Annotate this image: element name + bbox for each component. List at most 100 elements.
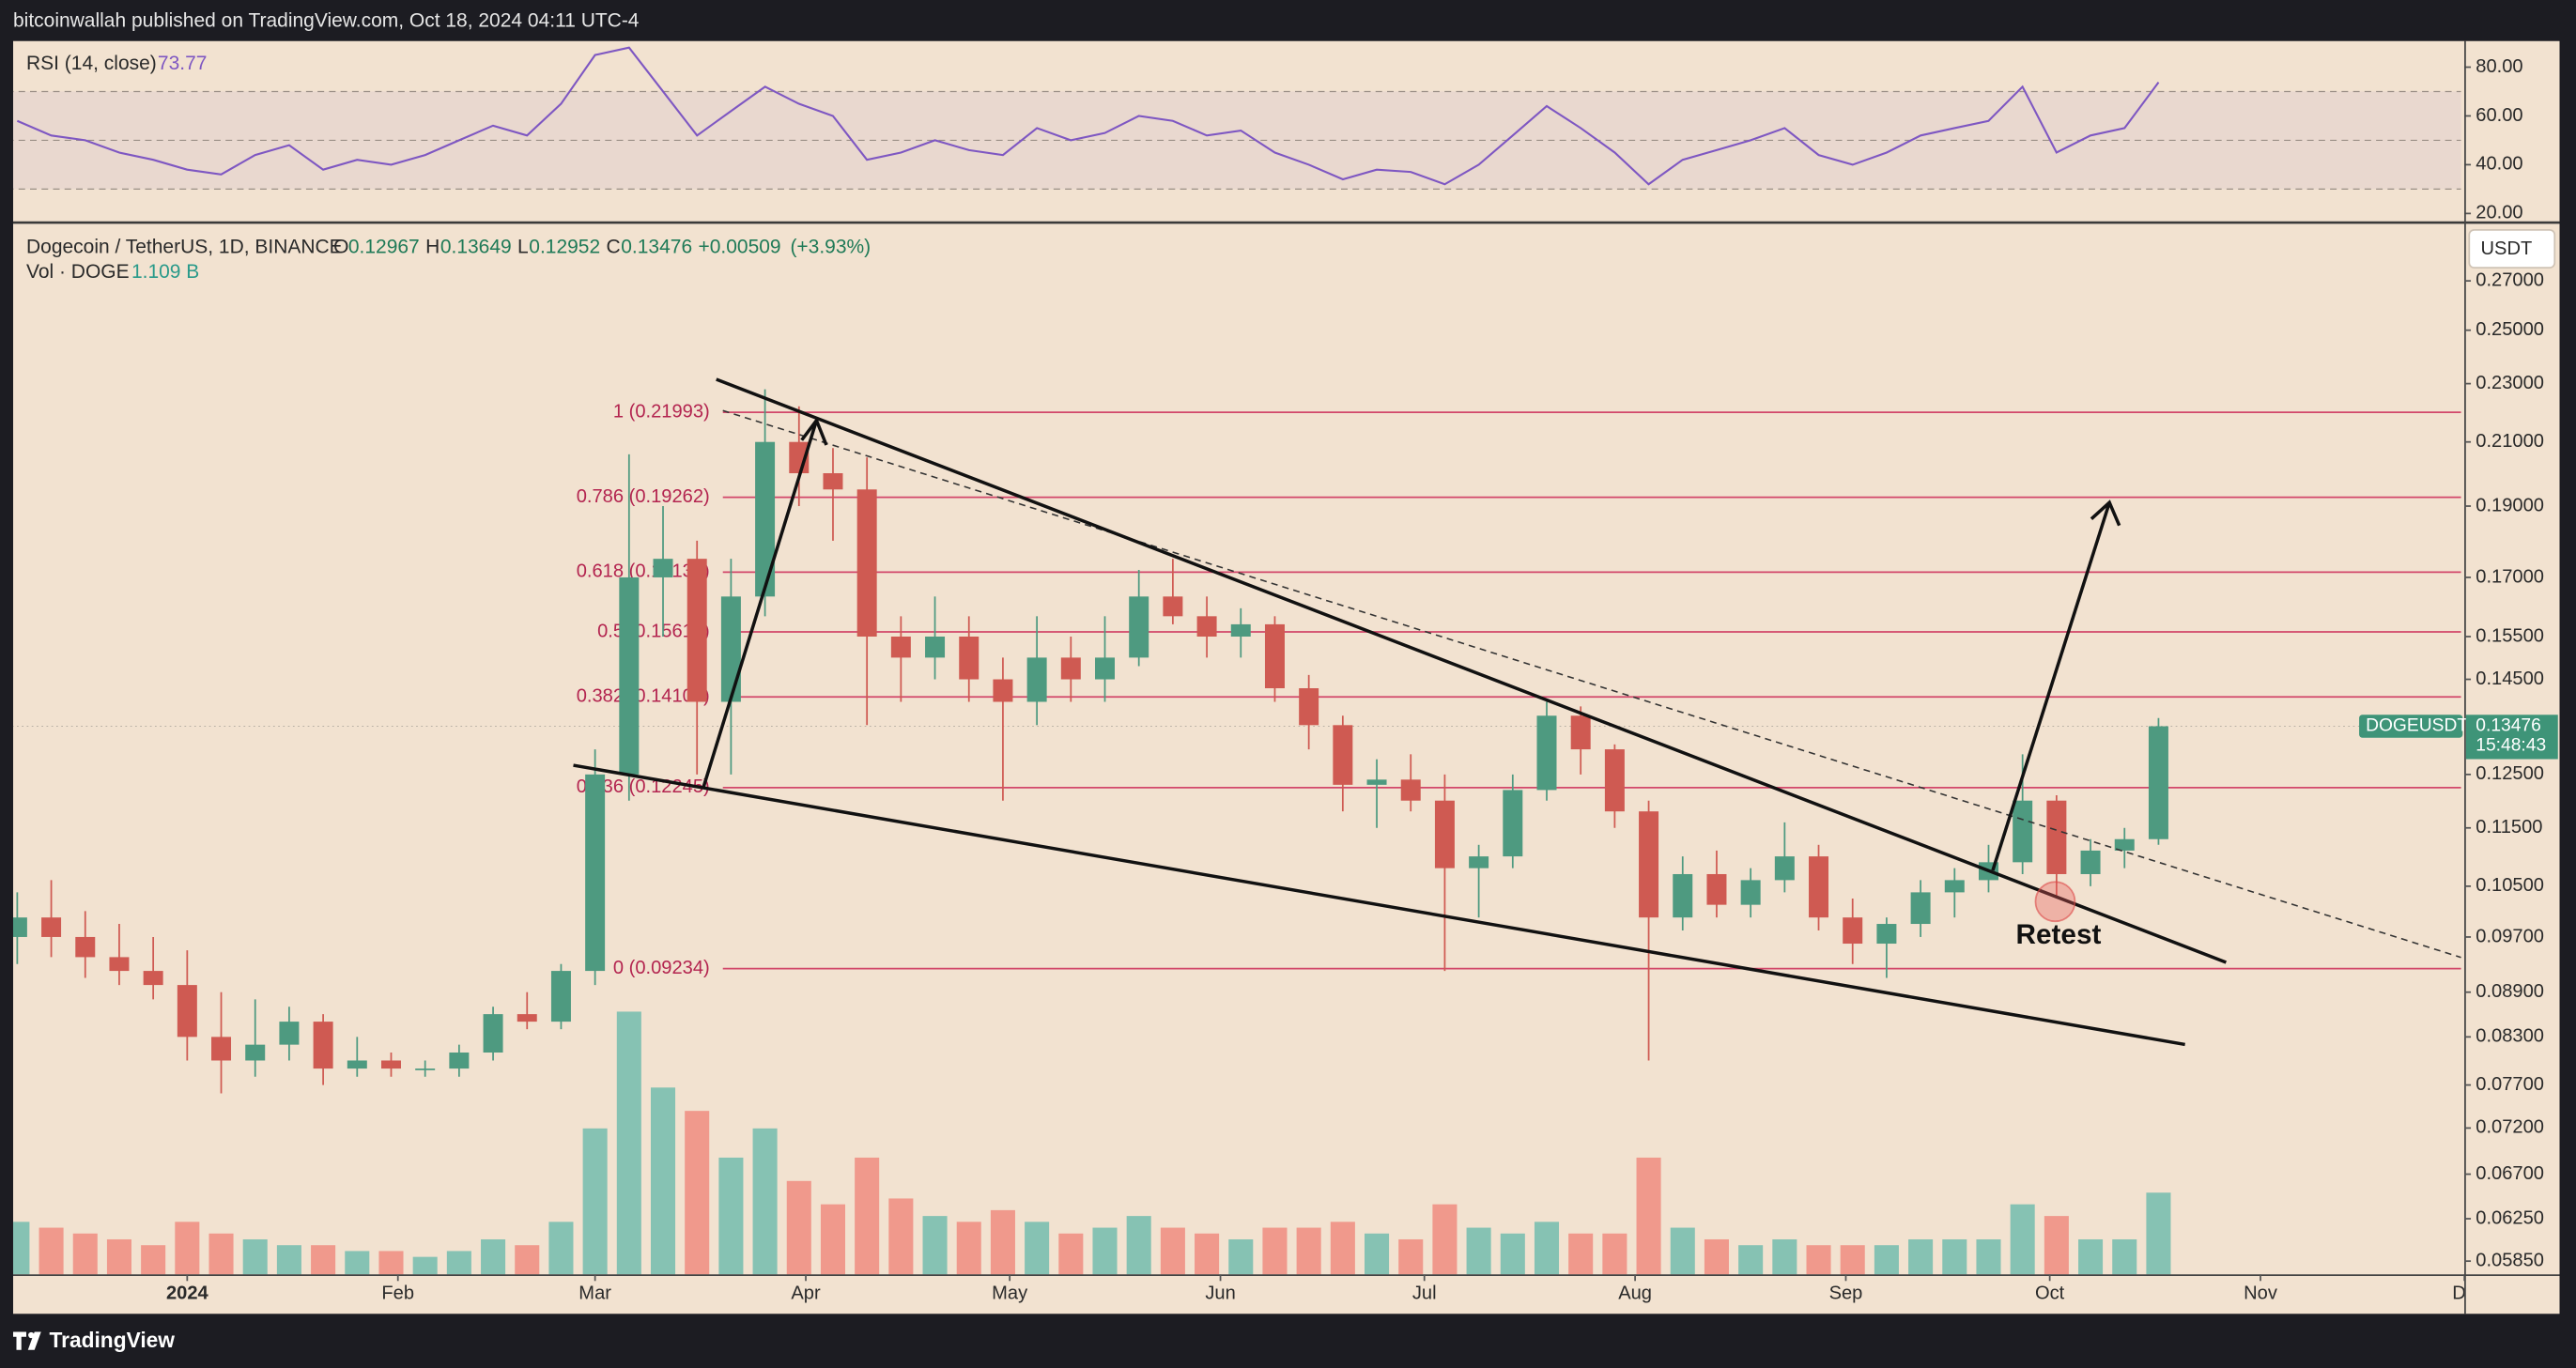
- candle-body: [1129, 596, 1149, 658]
- change-pct: (+3.93%): [790, 237, 871, 258]
- candle-body: [1333, 725, 1353, 785]
- x-tick-label: 2024: [166, 1283, 209, 1304]
- candle-body: [1944, 880, 1965, 893]
- arrow-head: [800, 417, 828, 446]
- volume-bar: [242, 1238, 268, 1275]
- candle-body: [1876, 924, 1897, 945]
- rsi-title: RSI (14, close): [26, 53, 157, 74]
- volume-bar: [208, 1233, 234, 1275]
- currency[interactable]: USDT: [2481, 238, 2533, 259]
- logo-part: [27, 1331, 41, 1350]
- candle-body: [143, 971, 163, 986]
- volume-bar: [1568, 1233, 1594, 1275]
- y-tick-label: 60.00: [2476, 105, 2522, 126]
- candle-body: [177, 985, 197, 1038]
- price-axis: 0.27000 0.25000 0.23000 0.21000 0.19000 0.170…: [2464, 269, 2544, 1270]
- volume-bar: [1534, 1222, 1560, 1275]
- volume-bar: [2112, 1238, 2137, 1275]
- candle-body: [415, 1068, 436, 1070]
- volume-bar: [1092, 1227, 1118, 1275]
- volume-bar: [2044, 1216, 2069, 1275]
- volume-bar: [345, 1251, 370, 1275]
- rsi-last: 73.77: [158, 53, 208, 74]
- x-tick-label: Jun: [1205, 1283, 1235, 1304]
- candle-body: [993, 679, 1013, 702]
- candle-body: [279, 1022, 300, 1045]
- volume-bar: [1365, 1233, 1390, 1275]
- volume-last: 1.109 B: [131, 261, 199, 283]
- y-tick-label: 0.27000: [2476, 269, 2544, 290]
- candle-body: [550, 971, 571, 1022]
- fib-label: 0.382 (0.14108): [577, 686, 710, 707]
- volume-bar: [548, 1222, 574, 1275]
- volume-bar: [446, 1251, 471, 1275]
- candle-body: [1910, 892, 1931, 925]
- candle-body: [2013, 800, 2033, 863]
- rsi-pane: [12, 46, 2461, 191]
- candle-body: [653, 559, 673, 577]
- volume-bar: [922, 1216, 948, 1275]
- y-tick-label: 0.17000: [2476, 566, 2544, 587]
- volume-bar: [582, 1128, 608, 1275]
- rsi-line: [16, 46, 2160, 186]
- candle-body: [2114, 838, 2135, 851]
- candle-body: [12, 917, 27, 937]
- candle-body: [1843, 917, 1863, 945]
- candle-body: [1163, 596, 1183, 617]
- legend-value: 0.13476: [621, 237, 692, 258]
- volume-bar: [1466, 1227, 1491, 1275]
- volume-bar: [2010, 1204, 2035, 1275]
- candle-body: [1639, 811, 1659, 918]
- candle-body: [313, 1022, 333, 1069]
- volume-bar: [752, 1128, 778, 1275]
- legend-key: H: [425, 237, 440, 258]
- candle-body: [1366, 779, 1387, 785]
- annotation: Retest: [2016, 919, 2102, 950]
- legend-key: O: [333, 237, 348, 258]
- volume-bar: [1262, 1227, 1288, 1275]
- rsi-axis: 80.00 60.00 40.00 20.00: [2464, 56, 2523, 223]
- volume-bar: [1126, 1216, 1151, 1275]
- volume-bar: [72, 1233, 98, 1275]
- legend-key: L: [517, 237, 529, 258]
- y-tick-label: 0.15500: [2476, 625, 2544, 646]
- volume-bar: [855, 1157, 880, 1275]
- x-tick-label: May: [992, 1283, 1028, 1304]
- logo-part: [16, 1331, 22, 1350]
- candle-body: [2080, 850, 2101, 874]
- volume-bar: [1025, 1222, 1050, 1275]
- x-tick-label: Sep: [1829, 1283, 1863, 1304]
- volume-bar: [2078, 1238, 2104, 1275]
- change: +0.00509: [698, 237, 780, 258]
- price-tag-bg: [2465, 715, 2558, 760]
- candle-body: [1434, 800, 1455, 868]
- candle-body: [380, 1060, 401, 1069]
- volume-bar: [1704, 1238, 1729, 1275]
- volume-bar: [1432, 1204, 1458, 1275]
- y-tick-label: 80.00: [2476, 56, 2522, 77]
- y-tick-label: 0.19000: [2476, 495, 2544, 515]
- y-tick-label: 40.00: [2476, 154, 2522, 175]
- volume-bar: [39, 1227, 64, 1275]
- price-pane: 1 (0.21993) 0.786 (0.19262) 0.618 (0.17139…: [12, 389, 2461, 1275]
- fib-label: 0.786 (0.19262): [577, 486, 710, 507]
- candle-body: [2046, 800, 2067, 874]
- time-axis: 2024 Feb Mar Apr May Jun Jul Aug Sep Oct Nov De: [166, 1274, 2465, 1304]
- brand: TradingView: [49, 1328, 175, 1352]
- volume-bar: [956, 1222, 981, 1275]
- y-tick-label: 0.08900: [2476, 981, 2544, 1002]
- y-tick-label: 0.12500: [2476, 763, 2544, 784]
- y-tick-label: 0.09700: [2476, 926, 2544, 946]
- candle-body: [1604, 749, 1625, 812]
- currency-button[interactable]: [2468, 228, 2556, 269]
- volume-bar: [650, 1087, 676, 1275]
- candle-body: [959, 637, 979, 680]
- candle-body: [856, 489, 877, 638]
- candle-body: [211, 1037, 232, 1061]
- volume-bar: [1058, 1233, 1084, 1275]
- y-tick-label: 0.25000: [2476, 319, 2544, 340]
- dashed-trendline: [722, 409, 2461, 959]
- volume-bar: [1942, 1238, 1967, 1275]
- candle-body: [2148, 726, 2168, 839]
- symbol-tag: DOGEUSDT: [2366, 716, 2468, 736]
